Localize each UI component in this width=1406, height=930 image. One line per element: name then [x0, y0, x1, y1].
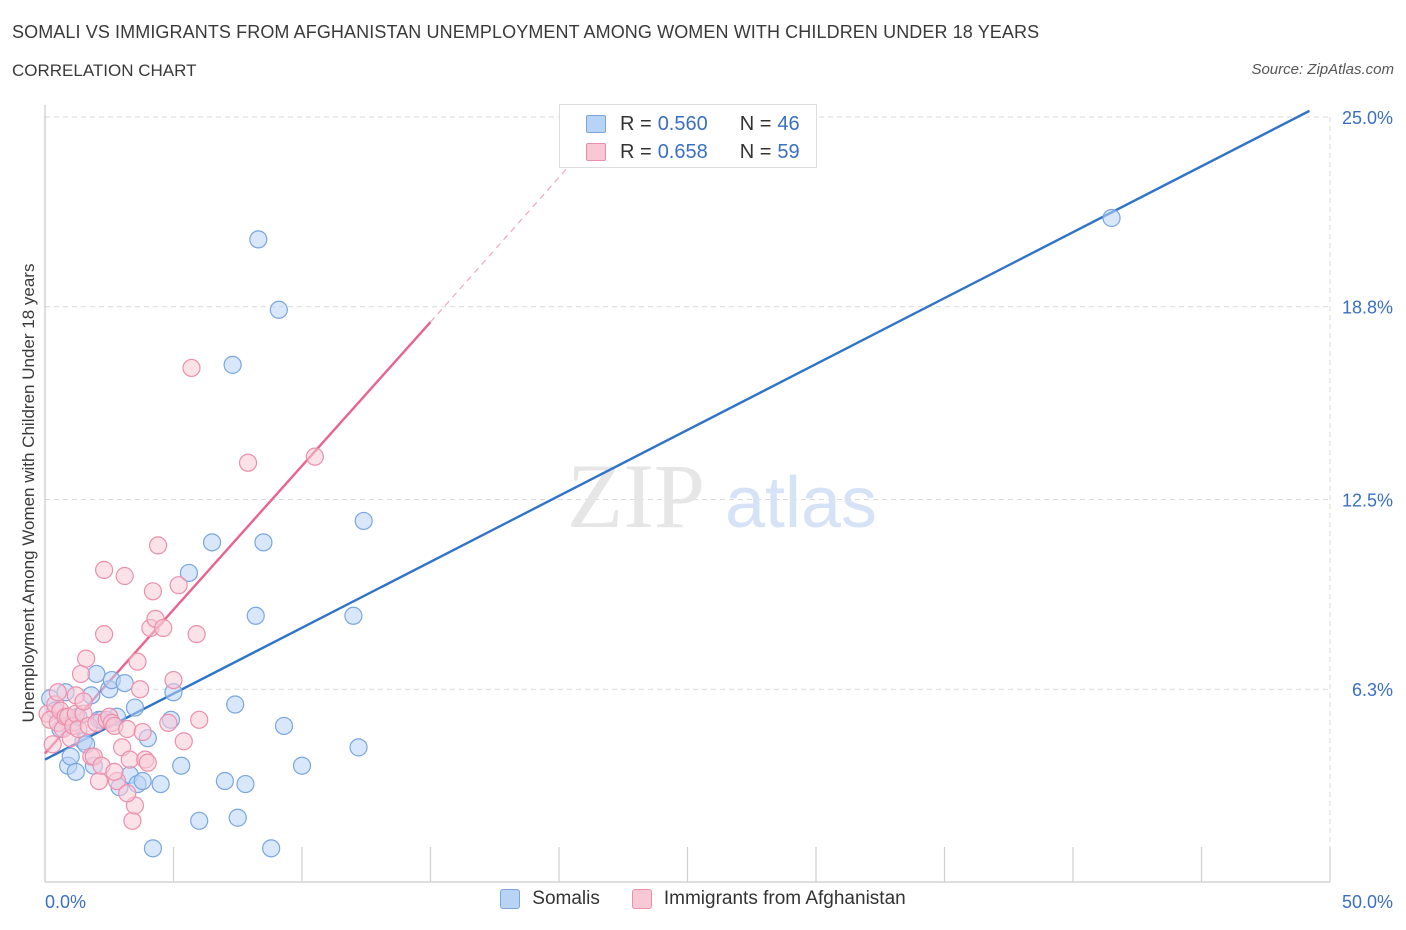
- legend-row-somali: R = 0.560 N = 46: [586, 112, 800, 136]
- afghan-point: [120, 750, 139, 769]
- somali-point: [226, 695, 245, 714]
- somali-point: [262, 839, 281, 858]
- somali-point: [87, 664, 106, 684]
- somali-point: [179, 563, 199, 583]
- y-axis-label: Unemployment Among Women with Children U…: [19, 264, 38, 723]
- afghanistan-legend-label: Immigrants from Afghanistan: [663, 888, 906, 909]
- somali-point: [133, 771, 152, 791]
- afghan-point: [133, 722, 152, 742]
- somali-n-label: N =: [739, 112, 772, 135]
- somali-point: [254, 533, 273, 552]
- afghan-point: [118, 719, 137, 739]
- afghan-point: [174, 732, 193, 751]
- somali-point: [143, 839, 163, 858]
- afghan-point: [148, 536, 168, 555]
- afghan-point: [123, 811, 142, 830]
- afghan-point: [305, 447, 324, 466]
- somali-point: [274, 716, 294, 736]
- y-tick-label: 25.0%: [1342, 108, 1393, 128]
- afghan-point: [71, 664, 91, 684]
- legend-item-somalis: Somalis: [500, 888, 600, 910]
- chart-subtitle: CORRELATION CHART: [12, 61, 197, 80]
- source-credit: Source: ZipAtlas.com: [1251, 61, 1394, 78]
- somali-point: [236, 774, 255, 794]
- watermark: ZIP atlas: [567, 445, 877, 547]
- somali-point: [228, 808, 247, 827]
- afghan-swatch: [586, 143, 606, 161]
- somali-point: [125, 698, 145, 717]
- somali-point: [246, 606, 265, 625]
- somali-point: [354, 511, 373, 531]
- somali-point: [202, 533, 222, 552]
- trend-lines: [44, 109, 1310, 761]
- somali-r-label: R =: [620, 112, 652, 135]
- afghan-trend-extension: [430, 162, 573, 323]
- afghan-point: [154, 618, 173, 638]
- somali-point: [292, 756, 312, 775]
- afghan-point: [89, 771, 109, 791]
- somali-point: [190, 811, 209, 830]
- afghan-r-value: 0.658: [657, 140, 708, 163]
- afghan-n-label: N =: [739, 140, 772, 163]
- somali-n-value: 46: [777, 112, 800, 135]
- axis-labels: 6.3% 12.5% 18.8% 25.0% 0.0% 50.0%: [45, 108, 1393, 912]
- watermark-atlas: atlas: [725, 463, 877, 543]
- somali-point: [269, 300, 288, 319]
- somali-point: [249, 230, 268, 249]
- afghan-point: [190, 710, 209, 729]
- somali-point: [349, 738, 368, 757]
- somali-point: [223, 355, 242, 374]
- afghan-point: [187, 625, 206, 644]
- afghan-point: [118, 784, 137, 803]
- somali-swatch: [586, 115, 606, 133]
- afghan-point: [130, 680, 150, 699]
- afghan-point: [182, 358, 201, 378]
- legend-item-afghanistan: Immigrants from Afghanistan: [631, 888, 906, 910]
- afghan-point: [115, 566, 134, 586]
- somalis-legend-label: Somalis: [532, 888, 600, 909]
- watermark-zip: ZIP: [567, 445, 705, 547]
- afghan-point: [138, 753, 157, 772]
- correlation-legend: R = 0.560 N = 46 R = 0.658 N = 59: [559, 104, 817, 168]
- y-tick-label: 18.8%: [1342, 298, 1393, 318]
- somali-r-value: 0.560: [657, 112, 708, 135]
- afghan-point: [95, 560, 114, 579]
- data-points: [38, 208, 1121, 858]
- afghan-point: [74, 692, 93, 711]
- x-tick-label-min: 0.0%: [45, 892, 86, 912]
- afghan-point: [95, 625, 114, 644]
- afghan-n-value: 59: [777, 140, 800, 163]
- somali-point: [66, 762, 85, 781]
- afghan-point: [164, 670, 183, 690]
- series-legend: Somalis Immigrants from Afghanistan: [0, 888, 1406, 910]
- y-tick-label: 6.3%: [1352, 680, 1393, 700]
- somali-point: [1102, 208, 1121, 228]
- chart-title: SOMALI VS IMMIGRANTS FROM AFGHANISTAN UN…: [12, 22, 1040, 42]
- y-tick-label: 12.5%: [1342, 491, 1393, 511]
- somali-point: [344, 606, 363, 625]
- afghan-point: [159, 713, 178, 732]
- somali-point: [115, 673, 134, 693]
- somalis-legend-swatch: [500, 889, 521, 909]
- afghan-point: [77, 649, 96, 668]
- afghan-point: [169, 576, 188, 595]
- afghanistan-legend-swatch: [631, 889, 652, 909]
- legend-row-afghan: R = 0.658 N = 59: [586, 140, 800, 164]
- somali-point: [151, 774, 170, 794]
- somali-point: [172, 756, 191, 775]
- x-tick-label-max: 50.0%: [1342, 892, 1393, 912]
- afghan-point: [128, 652, 147, 671]
- afghan-point: [105, 762, 124, 781]
- afghan-point: [238, 453, 258, 472]
- afghan-r-label: R =: [620, 140, 652, 163]
- afghan-point: [43, 735, 62, 754]
- afghan-point: [48, 683, 67, 702]
- somali-point: [215, 771, 234, 791]
- somali-trend-line: [44, 109, 1310, 761]
- afghan-point: [143, 582, 163, 601]
- somali-point: [61, 747, 80, 766]
